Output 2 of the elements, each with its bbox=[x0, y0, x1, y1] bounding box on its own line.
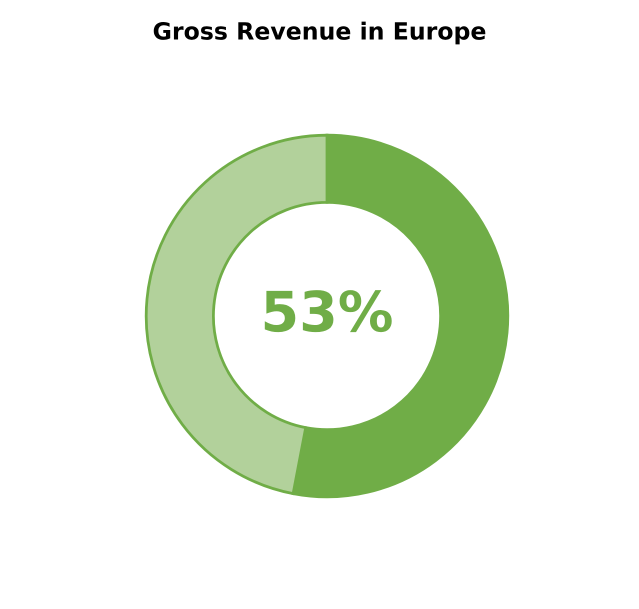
text: 53% bbox=[264, 290, 392, 332]
chart-title: Gross Revenue in Europe bbox=[154, 22, 486, 44]
